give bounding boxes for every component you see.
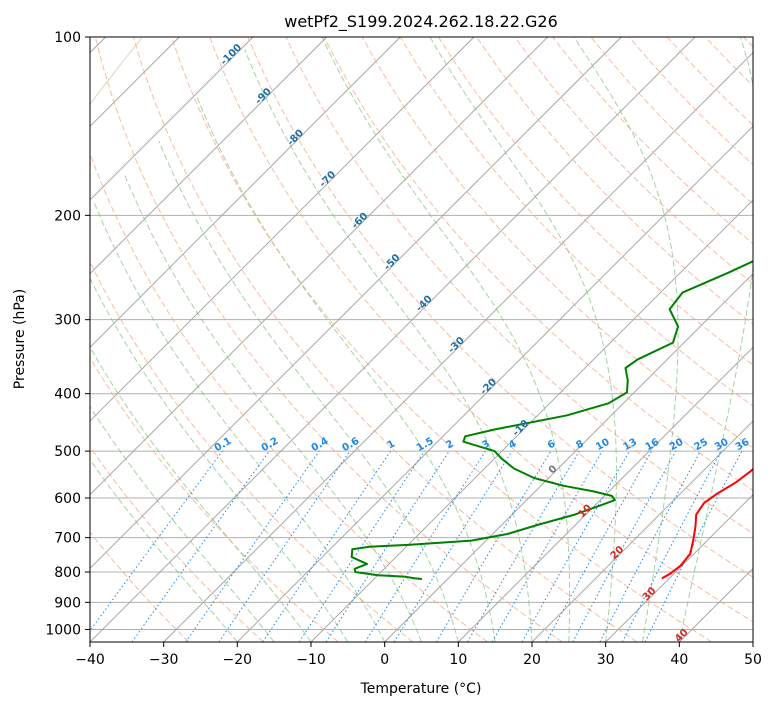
moist-adiabat: [678, 37, 753, 642]
y-tick-label: 800: [54, 565, 81, 581]
horizontal-grid: [90, 37, 753, 630]
y-tick-label: 900: [54, 595, 81, 611]
dry-adiabat: [247, 37, 753, 578]
moist-adiabat: [429, 37, 617, 642]
y-tick-label: 200: [54, 208, 81, 224]
mixing-ratio-line: [572, 450, 677, 642]
y-tick-label: 100: [54, 30, 81, 46]
x-tick-label: 0: [380, 652, 389, 668]
moist-adiabat: [90, 458, 238, 642]
moist-adiabat: [93, 201, 386, 642]
moist-adiabat: [321, 37, 571, 642]
y-tick-label: 600: [54, 491, 81, 507]
mixing-ratio-label: 3: [480, 438, 492, 451]
dry-adiabat: [399, 37, 753, 407]
dry-adiabat: [90, 260, 414, 642]
mixing-ratio-line: [545, 450, 653, 642]
y-tick-label: 500: [54, 444, 81, 460]
moist-adiabat: [123, 173, 422, 642]
x-axis: −40 −30 −20 −10 0 10 20 30 40 50: [75, 642, 762, 668]
mixing-ratio-line: [644, 450, 743, 642]
x-tick-label: 40: [670, 652, 688, 668]
isotherm-line: [90, 37, 475, 422]
dry-adiabats: [90, 37, 753, 642]
mixing-ratio-label: 8: [574, 438, 586, 451]
y-axis: 100 200 300 400 500 600 700 800 900 1000: [45, 30, 90, 638]
moist-adiabat: [90, 346, 312, 642]
mixing-ratio-line: [393, 450, 513, 642]
mixing-ratio-label: 1: [386, 438, 398, 451]
x-tick-label: −20: [223, 652, 253, 668]
isotherm-line: [458, 346, 753, 642]
isotherm-line: [384, 273, 753, 642]
mixing-ratio-line: [218, 450, 351, 642]
moist-adiabat: [573, 37, 679, 642]
x-tick-label: 10: [449, 652, 467, 668]
mixing-ratio-line: [131, 450, 270, 642]
dewpoint-profile-line: [350, 260, 753, 580]
mixing-ratio-line: [298, 450, 425, 642]
y-tick-label: 300: [54, 313, 81, 329]
dry-adiabat: [209, 37, 753, 623]
dry-adiabat: [361, 37, 753, 449]
x-tick-label: −10: [296, 652, 326, 668]
temperature-profile-line: [661, 467, 753, 580]
x-tick-label: 30: [597, 652, 615, 668]
x-axis-label: Temperature (°C): [360, 681, 482, 697]
dry-adiabat: [132, 37, 638, 642]
mixing-ratio-label: 6: [546, 438, 558, 451]
mixing-ratio-line: [90, 450, 223, 632]
isotherm-line: [90, 37, 327, 275]
isotherm-line: [90, 37, 401, 348]
mixing-ratio-label: 4: [507, 438, 519, 451]
isotherm-line: [531, 420, 753, 642]
dry-adiabat: [94, 37, 563, 642]
x-tick-label: −30: [149, 652, 179, 668]
moist-adiabat: [244, 49, 533, 642]
dry-adiabat: [514, 37, 753, 285]
y-tick-label: 400: [54, 387, 81, 403]
dry-adiabat: [90, 356, 339, 642]
dry-adiabat: [437, 37, 753, 366]
dry-adiabat: [90, 152, 488, 642]
isotherm-line: [90, 37, 254, 201]
mixing-ratio-line: [185, 450, 320, 642]
chart-title: wetPf2_S199.2024.262.18.22.G26: [284, 12, 558, 32]
mixing-ratio-label: 2: [444, 438, 456, 451]
mixing-ratio-line: [262, 450, 392, 642]
dry-adiabat: [90, 531, 190, 642]
data-series: [350, 260, 753, 580]
isotherm-line: [237, 125, 753, 642]
y-tick-label: 700: [54, 531, 81, 547]
isotherm-line: [163, 52, 753, 642]
isotherm-line: [90, 37, 548, 496]
x-tick-label: 20: [523, 652, 541, 668]
x-tick-label: 50: [744, 652, 762, 668]
moist-adiabats: [90, 37, 753, 642]
plot-area: -100-90-80-70-60-50-40-30-20-10010203040…: [90, 37, 753, 642]
dry-adiabat: [171, 37, 712, 642]
y-axis-label: Pressure (hPa): [12, 289, 28, 389]
x-tick-label: −40: [75, 652, 105, 668]
plot-frame: [89, 36, 754, 643]
moist-adiabat: [195, 94, 496, 642]
dry-adiabat: [90, 446, 264, 642]
moist-adiabat: [90, 277, 349, 642]
isotherm-line: [605, 494, 753, 642]
mixing-ratio-line: [325, 450, 450, 642]
moist-adiabat: [158, 141, 459, 642]
dry-adiabat: [285, 37, 753, 535]
y-tick-label: 1000: [45, 622, 81, 638]
isotherm-line: [90, 37, 622, 569]
